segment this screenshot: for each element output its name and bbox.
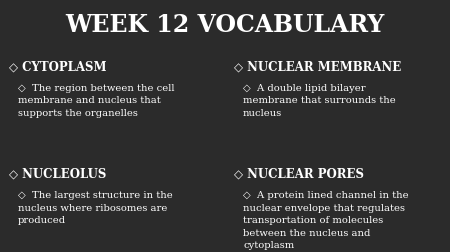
Text: ◇  The region between the cell
membrane and nucleus that
supports the organelles: ◇ The region between the cell membrane a… bbox=[18, 84, 175, 117]
Text: ◇ NUCLEAR PORES: ◇ NUCLEAR PORES bbox=[234, 167, 364, 180]
Text: ◇  A protein lined channel in the
nuclear envelope that regulates
transportation: ◇ A protein lined channel in the nuclear… bbox=[243, 191, 409, 249]
Text: ◇ NUCLEAR MEMBRANE: ◇ NUCLEAR MEMBRANE bbox=[234, 60, 401, 73]
Text: ◇ NUCLEOLUS: ◇ NUCLEOLUS bbox=[9, 167, 106, 180]
Text: ◇  The largest structure in the
nucleus where ribosomes are
produced: ◇ The largest structure in the nucleus w… bbox=[18, 191, 173, 224]
Text: ◇ CYTOPLASM: ◇ CYTOPLASM bbox=[9, 60, 107, 73]
Text: ◇  A double lipid bilayer
membrane that surrounds the
nucleus: ◇ A double lipid bilayer membrane that s… bbox=[243, 84, 396, 117]
Text: WEEK 12 VOCABULARY: WEEK 12 VOCABULARY bbox=[65, 13, 385, 37]
